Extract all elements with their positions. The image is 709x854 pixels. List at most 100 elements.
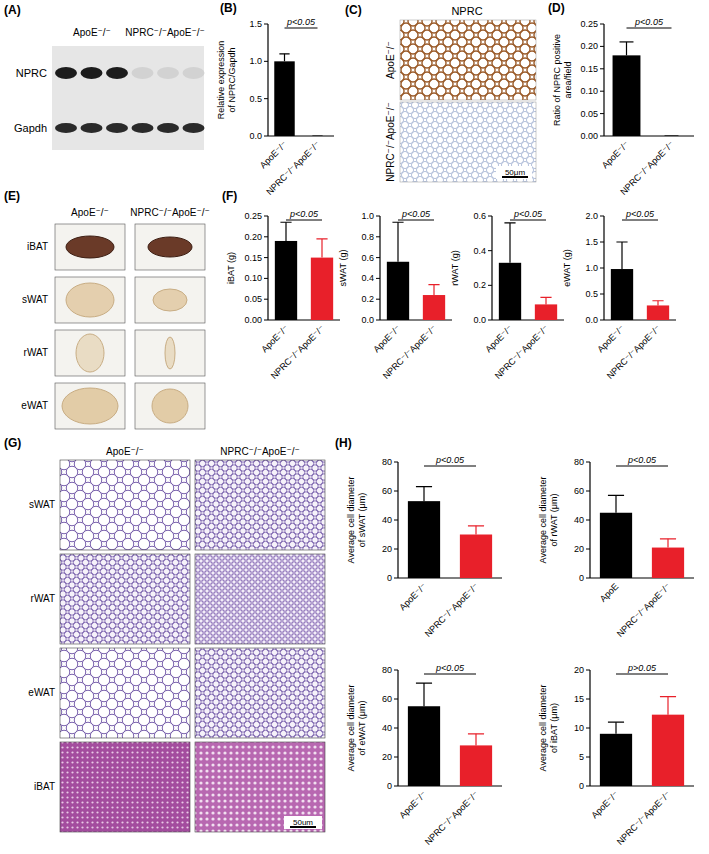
y-tick-label: 0 (579, 781, 584, 791)
y-tick-label: 0.10 (244, 273, 262, 283)
tissue (66, 236, 114, 258)
photo-frame (55, 383, 125, 429)
x-tick-label: ApoE⁻/⁻ (397, 789, 428, 820)
y-axis-label-line: rWAT (g) (450, 250, 460, 285)
bar-chart: 020406080ApoENPRC⁻/⁻ApoE⁻/⁻Average cell … (538, 455, 694, 639)
y-tick (264, 257, 268, 258)
band (183, 67, 205, 79)
error-line (667, 539, 668, 548)
bar (600, 513, 632, 578)
x-tick-label: ApoE (598, 581, 621, 604)
y-tick-label: 0.15 (244, 253, 262, 263)
column-label: ApoE⁻/⁻ (106, 446, 144, 457)
x-tick-label: NPRC⁻/⁻ApoE⁻/⁻ (423, 789, 481, 847)
ihc-images: NPRCApoE⁻/⁻NPRC⁻/⁻ApoE⁻/⁻50μm (385, 5, 536, 182)
marks (387, 222, 445, 320)
error-bar (608, 722, 624, 734)
error-bar (660, 697, 676, 715)
y-axis-label: Ratio of NPRC positivearea/field (552, 34, 573, 126)
error-cap (468, 733, 484, 734)
error-cap (279, 53, 289, 54)
y-tick-label: 40 (382, 515, 392, 525)
error-bar (279, 54, 289, 61)
error-bar (660, 539, 676, 548)
background (0, 0, 709, 854)
x-tick-label: NPRC⁻/⁻ApoE⁻/⁻ (615, 581, 673, 639)
significance-bracket (627, 28, 672, 29)
error-bar (428, 285, 439, 295)
y-tick-label: 0.6 (361, 253, 374, 263)
y-tick-label: 0.20 (580, 41, 598, 51)
p-value: p<0.05 (627, 455, 657, 465)
y-tick-label: 0 (387, 781, 392, 791)
error-cap (652, 300, 663, 301)
row-label: Gapdh (14, 122, 47, 134)
y-tick-label: 0.5 (585, 289, 598, 299)
he-image (195, 554, 325, 644)
y-axis (267, 24, 268, 136)
column-label: NPRC⁻/⁻ApoE⁻/⁻ (130, 207, 209, 218)
y-axis-label-line: of iBAT (μm) (549, 703, 559, 753)
bar (387, 262, 409, 320)
y-tick-label: 0.8 (361, 232, 374, 242)
y-tick (264, 299, 268, 300)
y-tick (394, 578, 398, 579)
p-value: p<0.05 (435, 455, 465, 465)
y-axis-label-line: of eWAT (μm) (357, 700, 367, 755)
error-bar (540, 297, 551, 304)
y-tick-label: 1.5 (249, 19, 262, 29)
photo-frame (55, 224, 125, 270)
panel-label: (H) (335, 436, 352, 450)
panel-label: (G) (4, 436, 21, 450)
band (157, 67, 179, 79)
bar-chart: 0.00.51.01.52.0ApoE⁻/⁻NPRC⁻/⁻ApoE⁻/⁻eWAT… (562, 209, 676, 381)
y-axis-label: eWAT (g) (562, 249, 572, 286)
y-axis-label-line: Relative expression (216, 41, 226, 120)
marks (275, 222, 333, 320)
y-tick (376, 299, 380, 300)
y-tick (600, 242, 604, 243)
y-axis-label: Average cell diameterof sWAT (μm) (346, 477, 367, 564)
y-tick (394, 670, 398, 671)
y-tick (394, 786, 398, 787)
tissue (152, 389, 188, 423)
error-cap (280, 222, 291, 223)
photo-frame (135, 383, 205, 429)
y-tick-label: 60 (574, 486, 584, 496)
significance-bracket (424, 466, 476, 467)
error-line (285, 222, 286, 241)
x-tick-label: NPRC⁻/⁻ApoE⁻/⁻ (618, 139, 676, 197)
y-tick (586, 462, 590, 463)
band (132, 123, 154, 133)
bar-chart: 0.000.050.100.150.200.25ApoE⁻/⁻NPRC⁻/⁻Ap… (226, 209, 340, 381)
y-tick-label: 15 (574, 694, 584, 704)
y-axis-label-line: Average cell diameter (346, 685, 356, 772)
bar (307, 136, 327, 137)
he-image (60, 742, 190, 832)
y-axis-label-line: of sWAT (μm) (357, 493, 367, 548)
group-label: ApoE⁻/⁻ (73, 27, 111, 38)
y-tick (376, 278, 380, 279)
significance-bracket (398, 220, 434, 221)
panel-label: (B) (220, 1, 237, 15)
band (81, 67, 103, 79)
y-tick (600, 216, 604, 217)
error-bar (280, 222, 291, 241)
significance-bracket (616, 674, 668, 675)
y-tick (600, 68, 604, 69)
y-tick-label: 1.0 (249, 56, 262, 66)
y-tick (600, 24, 604, 25)
y-tick (376, 257, 380, 258)
column-label: ApoE⁻/⁻ (71, 207, 109, 218)
p-value: p<0.05 (435, 663, 465, 673)
y-tick (264, 320, 268, 321)
y-axis-label: Average cell diameterof rWAT (μm) (538, 477, 559, 564)
y-tick (586, 520, 590, 521)
y-tick-label: 0.0 (473, 315, 486, 325)
y-tick (600, 91, 604, 92)
bar (611, 269, 633, 320)
y-axis-label-line: of NPRC/Gapdh (227, 47, 237, 112)
y-tick (394, 728, 398, 729)
error-cap (608, 722, 624, 723)
error-bar (652, 301, 663, 306)
